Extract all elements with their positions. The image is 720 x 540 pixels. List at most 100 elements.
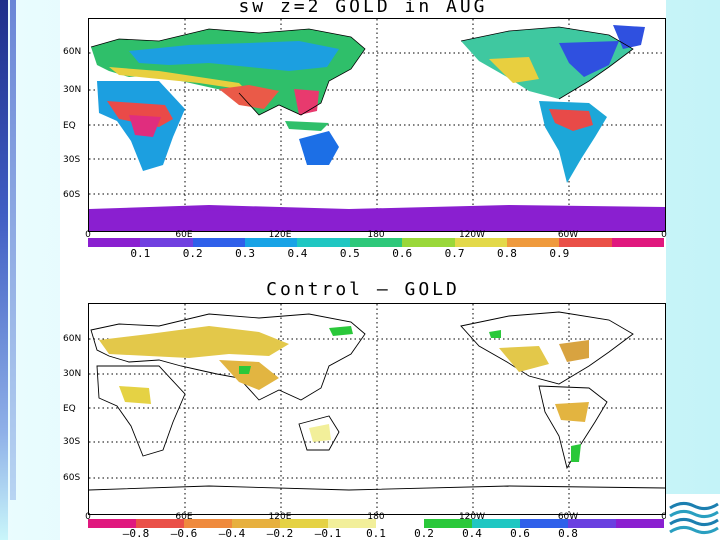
colorbar-swatch — [520, 519, 568, 528]
bottom-eurasia-dry — [99, 326, 289, 358]
bottom-asia-green — [239, 366, 251, 374]
top-lon-label: 180 — [367, 230, 385, 240]
colorbar-swatch — [88, 519, 136, 528]
colorbar-label: 0.4 — [287, 247, 308, 260]
colorbar-label: –0.8 — [122, 527, 150, 540]
bottom-arctic-green — [329, 326, 353, 336]
top-lat-label: 30S — [63, 155, 81, 165]
colorbar-swatch — [376, 519, 424, 528]
top-coastline — [90, 26, 634, 116]
colorbar-label: 0.4 — [462, 527, 482, 540]
bottom-lon-label: 120E — [268, 512, 292, 522]
colorbar-swatch — [192, 238, 246, 247]
colorbar-label: 0.7 — [444, 247, 465, 260]
top-australia — [299, 131, 339, 165]
top-map-title: sw z=2 GOLD in AUG — [238, 0, 488, 17]
bottom-lon-label: 0 — [661, 512, 667, 522]
bottom-lat-label: 60S — [63, 473, 81, 483]
colorbar-label: 0.2 — [414, 527, 434, 540]
colorbar-label: –0.1 — [314, 527, 342, 540]
colorbar-label: –0.2 — [266, 527, 294, 540]
colorbar-swatch — [140, 238, 193, 247]
top-colorbar — [88, 238, 664, 247]
colorbar-label: 0.6 — [510, 527, 530, 540]
bottom-lat-label: 60N — [63, 334, 82, 344]
colorbar-swatch — [559, 238, 612, 247]
colorbar-label: 0.6 — [392, 247, 413, 260]
top-antarctica — [89, 209, 665, 231]
bottom-sa-green — [571, 444, 581, 462]
bottom-map — [88, 303, 666, 515]
top-lat-label: 60N — [63, 47, 82, 57]
bottom-lon-label: 60E — [175, 512, 193, 522]
top-lat-label: 60S — [63, 190, 81, 200]
top-lon-label: 120E — [268, 230, 292, 240]
bottom-map-title: Control – GOLD — [266, 279, 460, 300]
colorbar-label: 0.1 — [366, 527, 386, 540]
bottom-na-east-dry — [559, 340, 589, 362]
colorbar-label: 0.8 — [496, 247, 517, 260]
top-lat-label: 30N — [63, 85, 82, 95]
colorbar-swatch — [245, 238, 298, 247]
top-antarctica-edge — [89, 205, 665, 211]
colorbar-label: 0.9 — [549, 247, 570, 260]
bottom-africa-dry — [119, 386, 151, 404]
top-map-canvas — [89, 19, 665, 231]
top-india-china — [219, 85, 279, 109]
colorbar-swatch — [568, 519, 616, 528]
top-amazon — [549, 109, 593, 131]
organization-logo — [666, 494, 720, 540]
bottom-lat-label: 30S — [63, 437, 81, 447]
bottom-lon-label: 180 — [367, 512, 385, 522]
top-lat-label: EQ — [63, 121, 76, 131]
bottom-australia-dry — [309, 424, 331, 442]
top-eurasia-inner — [129, 41, 339, 71]
top-lon-label: 120W — [458, 230, 486, 240]
colorbar-label: 0.3 — [235, 247, 256, 260]
bottom-lat-label: EQ — [63, 404, 76, 414]
colorbar-swatch — [328, 519, 376, 528]
colorbar-label: 0.2 — [182, 247, 203, 260]
colorbar-label: 0.1 — [130, 247, 151, 260]
colorbar-swatch — [454, 238, 507, 247]
colorbar-label: –0.6 — [170, 527, 198, 540]
colorbar-swatch — [616, 519, 664, 528]
bottom-lon-label: 0 — [85, 512, 91, 522]
colorbar-swatch — [232, 519, 280, 528]
colorbar-swatch — [472, 519, 520, 528]
colorbar-swatch — [184, 519, 232, 528]
top-lon-label: 0 — [85, 230, 91, 240]
top-se-asia — [294, 89, 319, 115]
top-greenland — [613, 25, 645, 49]
colorbar-swatch — [349, 238, 403, 247]
top-lon-label: 60E — [175, 230, 193, 240]
bottom-na-dry — [499, 346, 549, 372]
bottom-lat-label: 30N — [63, 369, 82, 379]
colorbar-swatch — [402, 238, 455, 247]
top-arid-band — [109, 67, 259, 103]
bottom-colorbar — [88, 519, 664, 528]
top-map — [88, 18, 666, 232]
colorbar-swatch — [280, 519, 328, 528]
colorbar-label: 0.8 — [558, 527, 578, 540]
top-lon-label: 60W — [557, 230, 579, 240]
top-na-west — [489, 57, 539, 83]
colorbar-swatch — [424, 519, 472, 528]
slide-left-accent-bar — [0, 0, 8, 540]
colorbar-swatch — [506, 238, 560, 247]
colorbar-swatch — [297, 238, 350, 247]
top-africa-center — [129, 115, 161, 137]
bottom-na-green — [489, 330, 501, 338]
slide-left-accent-bar-inner — [10, 0, 16, 500]
figure-panel: sw z=2 GOLD in AUG 60N 30N EQ 30S 60S — [60, 0, 667, 540]
bottom-map-canvas — [89, 304, 665, 514]
top-lon-label: 0 — [661, 230, 667, 240]
bottom-sa-dry — [555, 402, 589, 422]
bottom-eurasia-dry-2 — [219, 360, 279, 390]
colorbar-swatch — [611, 238, 664, 247]
colorbar-label: 0.5 — [339, 247, 360, 260]
colorbar-swatch — [88, 238, 141, 247]
top-indonesia — [285, 121, 329, 131]
colorbar-label: –0.4 — [218, 527, 246, 540]
bottom-lon-label: 60W — [557, 512, 579, 522]
